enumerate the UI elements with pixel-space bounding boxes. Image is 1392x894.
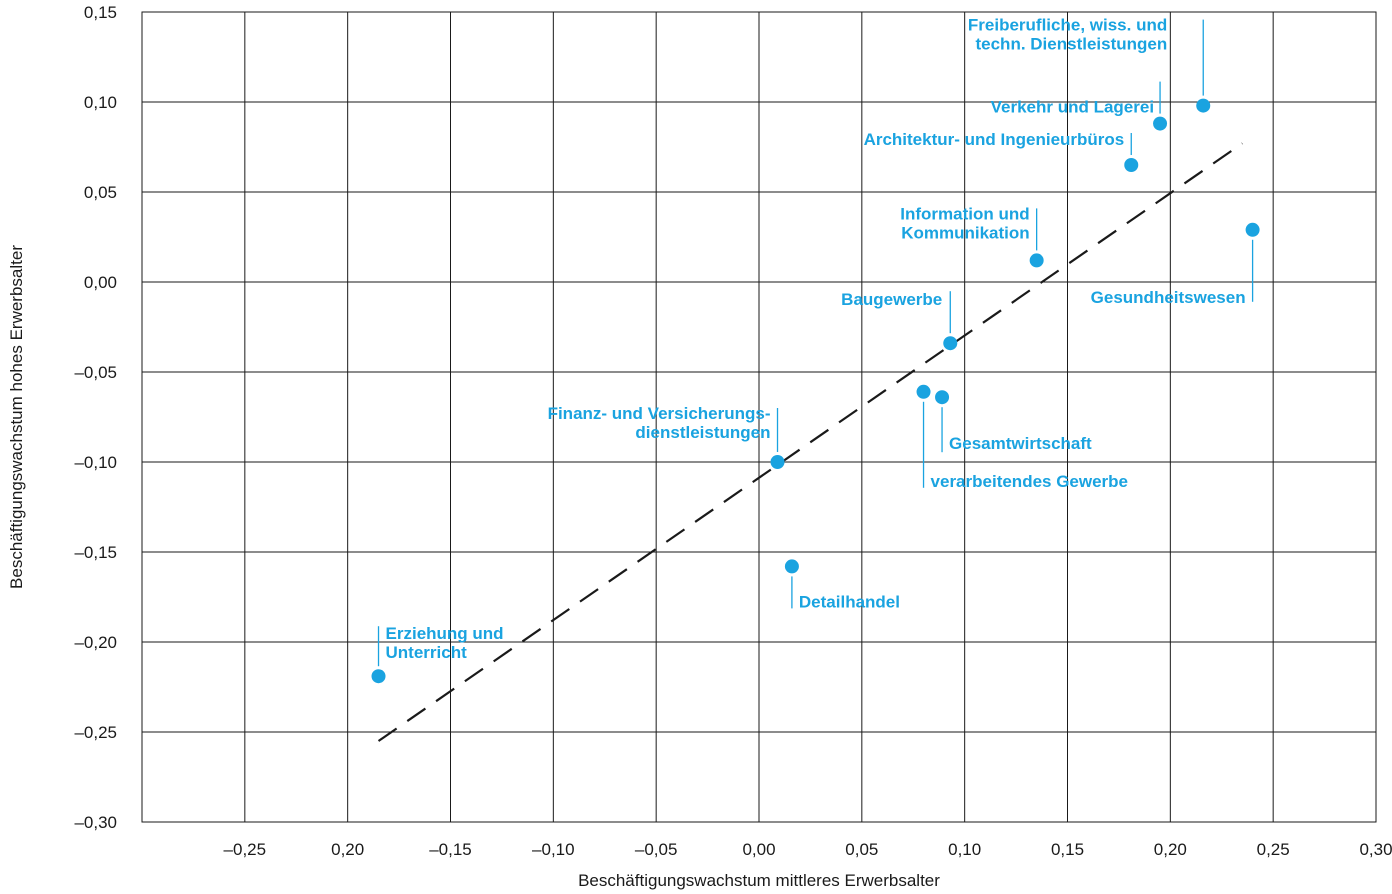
x-tick-labels: –0,25 0,20 –0,15 –0,10 –0,05 0,00 0,05 0,10 0,15… [224,840,1392,859]
trend-line [377,142,1243,742]
x-tick-label: –0,15 [429,840,472,859]
data-point-group: Erziehung und Unterricht [371,624,504,684]
y-tick-label: –0,30 [74,813,117,832]
data-point [1245,222,1260,237]
data-point-label: Gesundheitswesen [1091,288,1246,307]
y-tick-label: –0,20 [74,633,117,652]
data-point [1153,116,1168,131]
data-point-group: Gesundheitswesen [1091,222,1260,307]
data-point-label: Detailhandel [799,592,900,611]
data-point-group: Verkehr und Lagerei [991,81,1168,131]
x-tick-label: 0,10 [948,840,981,859]
data-point [784,559,799,574]
data-point-label: Gesamtwirtschaft [949,434,1092,453]
y-tick-label: 0,00 [84,273,117,292]
data-point-group: Architektur- und Ingenieurbüros [864,130,1139,172]
data-point-group: Baugewerbe [841,290,958,351]
y-axis-label: Beschäftigungswachstum hohes Erwerbsalte… [7,245,26,589]
data-point-group: Finanz- und Versicherungs-dienstleistung… [548,404,785,469]
data-point [770,455,785,469]
data-point-group: Freiberufliche, wiss. und techn. Dienstle… [968,16,1211,113]
data-point-label: Finanz- und Versicherungs-dienstleistung… [548,404,771,442]
data-point [935,390,950,405]
data-point-group: Gesamtwirtschaft [935,390,1092,453]
y-tick-label: –0,25 [74,723,117,742]
data-point-group: Detailhandel [784,559,900,611]
y-tick-label: 0,15 [84,3,117,22]
y-tick-labels: 0,15 0,10 0,05 0,00 –0,05 –0,10 –0,15 –0,20 –0,2… [74,3,117,832]
data-point-group: Information und Kommunikation [900,204,1044,268]
data-point [916,384,931,399]
data-point [1124,158,1139,172]
data-point [1029,253,1044,268]
data-point-label: Freiberufliche, wiss. und techn. Dienstle… [968,16,1167,54]
data-point-label: verarbeitendes Gewerbe [931,472,1128,491]
data-point [371,669,386,684]
x-tick-label: 0,00 [742,840,775,859]
data-point-label: Erziehung und Unterricht [386,624,504,662]
x-axis-label: Beschäftigungswachstum mittleres Erwerbs… [578,871,940,890]
y-tick-label: –0,15 [74,543,117,562]
x-tick-label: 0,05 [845,840,878,859]
y-tick-label: 0,10 [84,93,117,112]
x-tick-label: –0,05 [635,840,678,859]
x-tick-label: 0,25 [1257,840,1290,859]
x-tick-label: 0,20 [331,840,364,859]
data-point-label: Information und Kommunikation [900,204,1029,242]
y-tick-label: –0,10 [74,453,117,472]
x-tick-label: 0,15 [1051,840,1084,859]
data-point-label: Architektur- und Ingenieurbüros [864,130,1125,149]
y-tick-label: 0,05 [84,183,117,202]
data-point [943,336,958,351]
data-points: Freiberufliche, wiss. und techn. Dienstle… [371,16,1260,684]
data-point-label: Baugewerbe [841,290,942,309]
data-point-label: Verkehr und Lagerei [991,98,1154,117]
data-point-group: verarbeitendes Gewerbe [916,384,1128,491]
grid [142,12,1376,822]
x-tick-label: –0,10 [532,840,575,859]
x-tick-label: –0,25 [224,840,267,859]
y-tick-label: –0,05 [74,363,117,382]
x-tick-label: 0,30 [1359,840,1392,859]
data-point [1196,98,1211,113]
x-tick-label: 0,20 [1154,840,1187,859]
